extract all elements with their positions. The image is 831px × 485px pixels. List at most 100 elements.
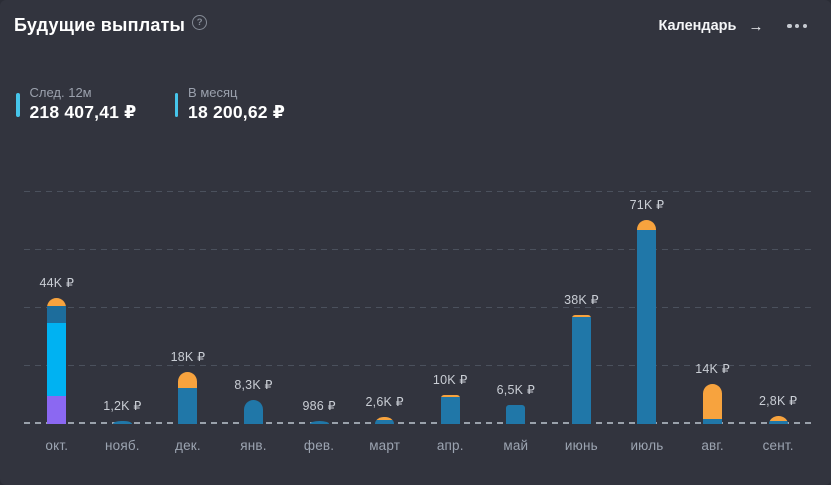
stat-value: 218 407,41 ₽: [29, 102, 137, 122]
bar-segment-blue: [440, 397, 460, 424]
bar-value-label: 986 ₽: [302, 399, 336, 414]
stat-per-month: В месяц 18 200,62 ₽: [174, 84, 286, 124]
stat-next-12m: След. 12м 218 407,41 ₽: [16, 84, 137, 124]
summary-stats: След. 12м 218 407,41 ₽ В месяц 18 200,62…: [16, 84, 285, 124]
stacked-bar[interactable]: [112, 420, 132, 424]
stat-label: След. 12м: [29, 85, 92, 100]
stat-label: В месяц: [188, 85, 238, 100]
bar-segment-blue: [178, 388, 198, 424]
gridline: [24, 249, 811, 250]
bar-value-label: 2,6K ₽: [365, 394, 404, 409]
bar-segment-orange: [768, 415, 788, 422]
bar-segment-cyan: [47, 323, 67, 397]
month-label: апр.: [436, 438, 464, 453]
bar-segment-darkblue: [47, 306, 67, 324]
month-labels-row: окт. нояб. дек. янв. фев. март апр. май июнь июль…: [24, 438, 811, 453]
dot-icon: [787, 23, 792, 29]
bar-column-май[interactable]: 6,5K ₽: [483, 173, 549, 424]
stacked-bar[interactable]: [440, 395, 460, 424]
bar-segment-purple: [47, 396, 67, 424]
stacked-bar[interactable]: [375, 416, 395, 424]
bar-column-март[interactable]: 2,6K ₽: [352, 173, 418, 424]
bar-segment-blue: [703, 418, 723, 424]
bar-column-сент[interactable]: 2,8K ₽: [745, 173, 811, 424]
bar-segment-blue: [112, 420, 132, 424]
title-wrap: Будущие выплаты ?: [14, 14, 208, 36]
gridline: [24, 365, 811, 366]
bar-segment-orange: [440, 395, 460, 397]
month-label: июль: [630, 438, 664, 453]
bar-value-label: 38K ₽: [564, 292, 599, 307]
month-label: дек.: [175, 438, 201, 453]
bar-segment-orange: [47, 297, 67, 307]
month-label: авг.: [701, 438, 724, 453]
month-label: июнь: [564, 438, 598, 453]
page-title: Будущие выплаты: [14, 15, 186, 35]
bar-segment-blue: [637, 230, 657, 424]
month-label: сент.: [762, 438, 794, 453]
bar-column-дек[interactable]: 18K ₽: [155, 173, 221, 424]
stacked-bar[interactable]: [637, 220, 657, 424]
card-header: Будущие выплаты ? Календарь →: [14, 14, 809, 36]
bar-value-label: 2,8K ₽: [758, 393, 798, 408]
stacked-bar[interactable]: [506, 405, 526, 424]
month-label: май: [503, 438, 529, 453]
bar-value-label: 71K ₽: [629, 198, 665, 213]
bar-column-фев[interactable]: 986 ₽: [286, 173, 352, 424]
bar-segment-blue: [506, 405, 526, 424]
dot-icon: [802, 23, 807, 29]
bar-value-label: 14K ₽: [695, 361, 730, 376]
bar-column-окт[interactable]: 44K ₽: [24, 173, 90, 424]
stacked-bar[interactable]: [703, 383, 723, 424]
stat-accent-bar: [16, 93, 20, 117]
bar-segment-orange: [637, 220, 657, 231]
calendar-link-label: Календарь: [658, 18, 737, 34]
stat-value: 18 200,62 ₽: [188, 102, 286, 122]
stacked-bar[interactable]: [178, 372, 198, 424]
bar-column-нояб[interactable]: 1,2K ₽: [90, 173, 156, 424]
bars-container: 44K ₽ 1,2K ₽ 18K ₽ 8,3K ₽ 986 ₽ 2,6K ₽ 10K ₽ 6,…: [24, 173, 811, 424]
bar-segment-blue: [244, 400, 264, 424]
gridline: [24, 307, 811, 308]
arrow-right-icon: →: [748, 17, 764, 35]
month-label: март: [369, 438, 401, 453]
bar-value-label: 18K ₽: [170, 350, 206, 365]
month-label: нояб.: [104, 438, 140, 453]
dot-icon: [795, 23, 800, 29]
header-actions: Календарь →: [658, 18, 809, 34]
stat-accent-bar: [174, 93, 179, 117]
x-axis-baseline: [24, 422, 811, 424]
stacked-bar[interactable]: [768, 415, 788, 424]
bar-segment-blue: [309, 421, 329, 424]
help-icon[interactable]: ?: [192, 15, 208, 30]
bar-value-label: 8,3K ₽: [234, 378, 273, 393]
bar-column-апр[interactable]: 10K ₽: [417, 173, 483, 424]
bar-segment-blue: [571, 316, 591, 424]
bar-segment-orange: [703, 383, 723, 419]
bar-value-label: 6,5K ₽: [496, 383, 535, 398]
bar-segment-blue: [768, 421, 788, 424]
stacked-bar[interactable]: [571, 314, 591, 424]
stacked-bar[interactable]: [309, 421, 329, 424]
month-label: янв.: [240, 438, 267, 453]
bar-segment-orange: [375, 416, 395, 420]
stat-text: След. 12м 218 407,41 ₽: [30, 84, 137, 124]
bar-column-июнь[interactable]: 38K ₽: [549, 173, 615, 424]
bar-segment-blue: [375, 420, 395, 424]
calendar-link[interactable]: Календарь →: [658, 18, 763, 34]
stacked-bar[interactable]: [244, 400, 264, 424]
month-label: окт.: [45, 438, 69, 453]
bar-segment-orange: [571, 314, 591, 317]
month-label: фев.: [303, 438, 335, 453]
bar-column-июль[interactable]: 71K ₽: [614, 173, 680, 424]
gridline: [24, 191, 811, 192]
bar-column-авг[interactable]: 14K ₽: [680, 173, 746, 424]
stacked-bar[interactable]: [47, 297, 67, 424]
more-menu-button[interactable]: [785, 20, 809, 32]
bar-column-янв[interactable]: 8,3K ₽: [221, 173, 287, 424]
bar-value-label: 10K ₽: [432, 373, 468, 388]
bar-value-label: 1,2K ₽: [103, 398, 142, 413]
bar-value-label: 44K ₽: [39, 275, 75, 290]
